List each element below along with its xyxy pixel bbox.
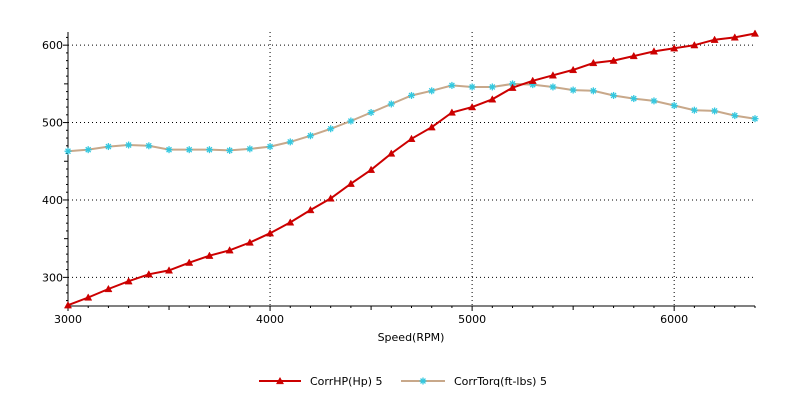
data-point	[185, 146, 193, 154]
data-point	[690, 41, 699, 49]
data-point	[589, 87, 597, 95]
grid	[68, 32, 755, 306]
series-line	[67, 32, 756, 307]
y-tick-label: 600	[42, 39, 63, 52]
data-point	[549, 83, 557, 91]
data-point	[447, 108, 456, 116]
legend-label: CorrTorq(ft-lbs) 5	[454, 375, 547, 388]
y-tick-label: 300	[42, 271, 63, 284]
data-point	[104, 143, 112, 151]
data-point	[408, 91, 415, 99]
data-point	[427, 123, 436, 131]
data-point	[670, 44, 679, 52]
series-corrhp	[63, 29, 760, 309]
data-point	[367, 108, 375, 116]
axes	[63, 32, 756, 311]
data-point	[327, 125, 335, 133]
data-point	[448, 81, 456, 89]
data-point	[205, 251, 214, 259]
data-point	[649, 47, 658, 55]
data-point	[286, 138, 294, 146]
data-point	[548, 71, 557, 79]
data-point	[63, 301, 73, 309]
data-point	[650, 97, 658, 105]
data-point	[629, 51, 638, 60]
data-point	[286, 218, 295, 226]
data-point	[730, 33, 739, 41]
series-layer	[63, 29, 760, 309]
legend-item-corrhp: CorrHP(Hp) 5	[259, 375, 383, 388]
data-point	[468, 102, 477, 111]
data-point	[710, 35, 719, 43]
data-point	[346, 179, 355, 187]
legend-marker	[275, 376, 285, 385]
data-point	[306, 132, 314, 140]
data-point	[347, 117, 355, 125]
data-point	[246, 145, 254, 153]
data-point	[387, 149, 396, 157]
data-point	[185, 258, 194, 266]
data-point	[125, 141, 133, 149]
data-point	[750, 29, 760, 37]
data-point	[468, 83, 476, 91]
x-tick-label: 6000	[660, 313, 688, 326]
data-point	[630, 95, 638, 103]
legend: CorrHP(Hp) 5 CorrTorq(ft-lbs) 5	[259, 375, 547, 388]
x-axis-title: Speed(RPM)	[378, 331, 445, 344]
data-point	[145, 142, 153, 150]
data-point	[306, 205, 315, 214]
data-point	[387, 100, 395, 108]
data-point	[428, 87, 436, 95]
series-corrtorq	[64, 80, 759, 155]
data-point	[610, 91, 618, 99]
data-point	[165, 266, 174, 274]
data-point	[690, 106, 698, 114]
tick-labels: 300 400 500 600 3000 4000 5000 6000	[42, 39, 688, 326]
data-point	[165, 146, 173, 154]
data-point	[144, 270, 153, 278]
legend-item-corrtorq: CorrTorq(ft-lbs) 5	[401, 375, 547, 388]
legend-marker	[419, 377, 427, 385]
data-point	[225, 246, 234, 254]
x-tick-label: 5000	[458, 313, 486, 326]
data-point	[488, 83, 496, 91]
data-point	[205, 146, 213, 154]
y-tick-label: 500	[42, 117, 63, 130]
data-point	[266, 143, 274, 151]
x-tick-label: 4000	[256, 313, 284, 326]
data-point	[84, 293, 93, 301]
data-point	[569, 86, 577, 94]
data-point	[104, 284, 113, 293]
data-point	[407, 134, 416, 142]
legend-label: CorrHP(Hp) 5	[310, 375, 383, 388]
data-point	[245, 238, 254, 246]
data-point	[670, 102, 678, 110]
data-point	[569, 65, 578, 74]
data-point	[84, 146, 92, 154]
data-point	[528, 76, 537, 84]
data-point	[488, 95, 497, 103]
data-point	[751, 115, 759, 123]
x-tick-label: 3000	[54, 313, 82, 326]
data-point	[226, 146, 234, 154]
data-point	[367, 165, 376, 173]
data-point	[326, 194, 335, 202]
data-point	[124, 277, 133, 285]
data-point	[609, 56, 618, 64]
data-point	[64, 147, 72, 155]
y-tick-label: 400	[42, 194, 63, 207]
data-point	[711, 107, 719, 115]
data-point	[508, 83, 517, 91]
data-point	[589, 58, 598, 67]
data-point	[266, 229, 275, 237]
data-point	[731, 112, 739, 120]
